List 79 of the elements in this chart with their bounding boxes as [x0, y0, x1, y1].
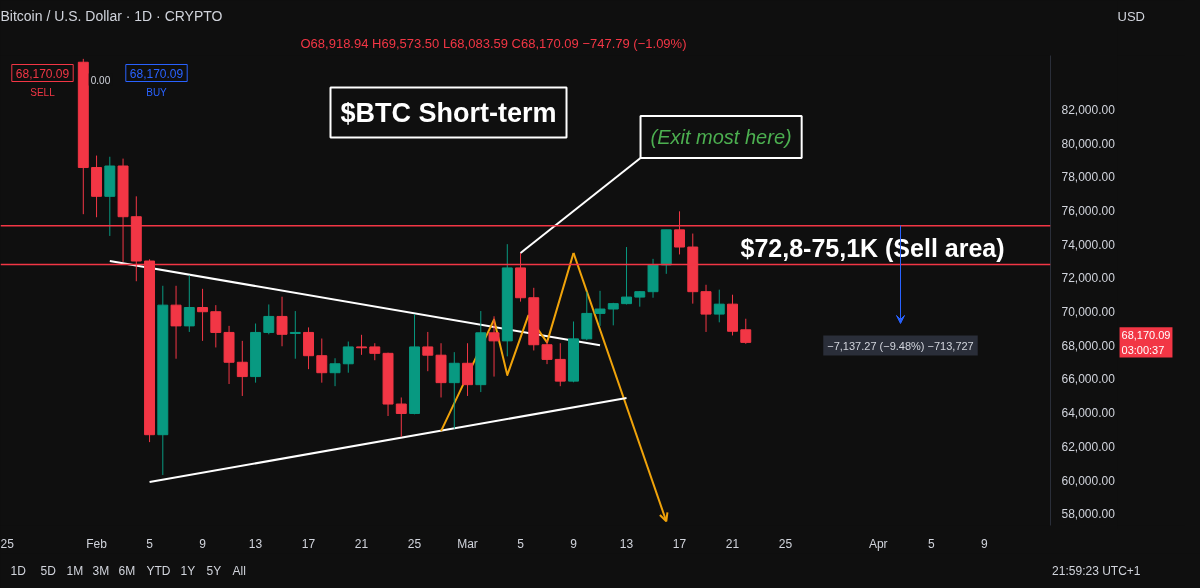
x-tick-label: 9 — [570, 536, 578, 551]
text: 3M — [92, 563, 110, 578]
chart-title: Bitcoin / U.S. Dollar · 1D · CRYPTO — [0, 7, 223, 24]
candlestick — [210, 304, 222, 348]
y-tick-label: 60,000.00 — [1061, 473, 1116, 488]
y-tick-label: 70,000.00 — [1061, 305, 1116, 320]
annotation: −7,137.27 (−9.48%) −713,727 — [827, 339, 974, 352]
text: 1Y — [180, 563, 196, 578]
x-tick-label: 5 — [517, 536, 525, 551]
y-tick-label: 82,000.00 — [1061, 102, 1116, 117]
text: 6M — [118, 563, 136, 578]
text: All — [232, 563, 246, 578]
candlestick — [621, 246, 632, 305]
candlestick — [541, 339, 553, 365]
text: USD — [1117, 8, 1145, 24]
y-tick-label: 68,000.00 — [1061, 338, 1116, 353]
x-tick-label: Apr — [868, 536, 888, 551]
x-tick-label: 9 — [199, 536, 207, 551]
annotation: SELL — [30, 86, 56, 98]
candlestick — [276, 296, 288, 347]
candlestick — [713, 289, 725, 323]
candlestick — [700, 284, 712, 333]
candlestick — [329, 357, 341, 387]
y-tick-label: 74,000.00 — [1061, 237, 1116, 252]
y-tick-label: 76,000.00 — [1061, 203, 1116, 218]
x-tick-label: 21 — [354, 536, 369, 551]
annotation: (Exit most here) — [650, 125, 792, 148]
annotation: BUY — [146, 86, 168, 98]
candlestick — [554, 342, 566, 387]
x-tick-label: 25 — [778, 536, 793, 551]
y-tick-label: 64,000.00 — [1061, 406, 1116, 421]
text: 1D — [10, 563, 27, 578]
x-tick-label: 21 — [725, 536, 740, 551]
x-tick-label: 17 — [672, 536, 687, 551]
candlestick — [448, 351, 460, 430]
candlestick — [740, 318, 752, 345]
candlestick — [422, 331, 434, 372]
y-tick-label: 66,000.00 — [1061, 372, 1116, 387]
candlestick — [183, 274, 195, 333]
x-tick-label: 13 — [248, 536, 263, 551]
candlestick — [488, 315, 500, 378]
candlestick — [236, 340, 248, 397]
annotation: 68,170.09 — [15, 66, 70, 81]
candlestick — [594, 290, 606, 327]
text: 1M — [66, 563, 84, 578]
text: 21:59:23 UTC+1 — [1052, 563, 1141, 578]
y-tick-label: 72,000.00 — [1061, 271, 1116, 286]
x-tick-label: 5 — [146, 536, 154, 551]
y-tick-label: 78,000.00 — [1061, 170, 1116, 185]
x-tick-label: 9 — [980, 536, 988, 551]
x-tick-label: Feb — [86, 536, 108, 551]
x-tick-label: 25 — [0, 536, 15, 551]
text: 68,170.09 — [1121, 329, 1171, 342]
y-tick-label: 80,000.00 — [1061, 136, 1116, 151]
candlestick — [263, 303, 275, 335]
y-tick-label: 62,000.00 — [1061, 439, 1116, 454]
candlestick — [316, 338, 328, 384]
y-tick-label: 58,000.00 — [1061, 507, 1116, 522]
annotation: $BTC Short-term — [340, 97, 557, 128]
candlestick — [289, 310, 301, 360]
text: YTD — [146, 563, 171, 578]
candlestick — [462, 342, 473, 397]
candlestick — [356, 334, 368, 356]
text: 5D — [40, 563, 57, 578]
candlestick — [395, 396, 407, 438]
text: 03:00:37 — [1121, 343, 1165, 356]
candlestick — [170, 285, 182, 360]
annotation: 68,170.09 — [129, 66, 184, 81]
chart-subtitle: O68,918.94 H69,573.50 L68,083.59 C68,170.09 −747.79 (−1.09%) — [300, 35, 687, 51]
annotation: 0.00 — [90, 74, 111, 86]
candlestick — [303, 326, 315, 370]
x-tick-label: 17 — [301, 536, 316, 551]
x-tick-label: 13 — [619, 536, 634, 551]
text: 5Y — [206, 563, 222, 578]
candlestick — [197, 288, 209, 342]
candlestick — [342, 341, 354, 374]
x-tick-label: Mar — [457, 536, 478, 551]
x-tick-label: 5 — [927, 536, 935, 551]
x-tick-label: 25 — [407, 536, 422, 551]
